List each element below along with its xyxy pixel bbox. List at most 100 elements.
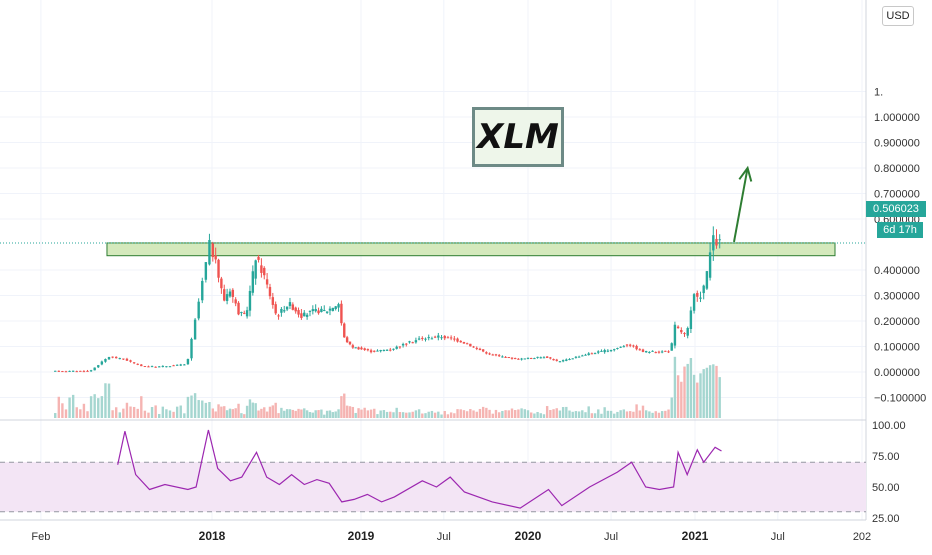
candle-body xyxy=(64,371,68,373)
rsi-tick-label: 25.00 xyxy=(872,513,900,525)
candle-body xyxy=(71,370,75,372)
candle-body xyxy=(702,285,705,294)
volume-bar xyxy=(475,411,478,418)
volume-bar xyxy=(54,413,57,418)
candle-body xyxy=(348,341,352,345)
time-tick-label: 202 xyxy=(853,531,871,543)
volume-bar xyxy=(111,410,114,418)
volume-bar xyxy=(311,412,315,418)
volume-bar xyxy=(712,364,715,418)
candle-body xyxy=(237,302,240,315)
resistance-zone xyxy=(106,242,836,257)
volume-bar xyxy=(686,363,689,418)
volume-bar xyxy=(465,411,469,418)
candle-body xyxy=(79,370,82,372)
candle-body xyxy=(539,357,542,359)
volume-bar xyxy=(443,411,446,418)
volume-bar xyxy=(555,408,558,418)
candle-body xyxy=(193,319,197,340)
candle-body xyxy=(168,366,172,368)
volume-bar xyxy=(150,407,154,418)
candle-body xyxy=(708,252,712,278)
candle-body xyxy=(291,304,295,310)
candle-body xyxy=(417,338,421,340)
volume-bar xyxy=(462,410,466,418)
candle-body xyxy=(260,265,263,273)
volume-bar xyxy=(280,407,283,418)
volume-bar xyxy=(542,414,546,418)
candle-body xyxy=(211,243,215,258)
volume-bar xyxy=(664,410,667,418)
candle-body xyxy=(263,267,266,276)
volume-bar xyxy=(529,412,533,418)
candle-body xyxy=(571,358,574,360)
candle-body xyxy=(197,301,200,319)
candle-body xyxy=(82,371,86,373)
candle-body xyxy=(389,349,392,351)
candle-body xyxy=(297,310,300,315)
volume-bar xyxy=(613,413,616,418)
volume-bar xyxy=(440,414,443,418)
candle-body xyxy=(414,340,418,343)
volume-bar xyxy=(504,410,507,418)
volume-bar xyxy=(231,409,235,418)
volume-bar xyxy=(507,410,510,418)
candle-body xyxy=(366,349,370,351)
candle-body xyxy=(408,341,411,343)
candle-body xyxy=(240,312,243,314)
volume-bar xyxy=(360,409,363,418)
candle-body xyxy=(337,304,340,308)
volume-bar xyxy=(197,400,200,418)
bar-countdown-tag: 6d 17h xyxy=(877,222,923,238)
volume-bar xyxy=(449,412,453,418)
candle-body xyxy=(325,311,329,313)
candle-body xyxy=(692,294,696,311)
volume-bar xyxy=(382,410,386,418)
candle-body xyxy=(165,366,168,368)
candle-body xyxy=(320,308,323,313)
volume-bar xyxy=(190,395,193,418)
volume-bar xyxy=(79,409,82,418)
time-tick-label: 2021 xyxy=(682,529,709,543)
candle-body xyxy=(654,352,657,354)
price-tick-label: 1. xyxy=(874,87,883,99)
volume-bar xyxy=(82,403,86,418)
candle-body xyxy=(257,256,260,260)
candle-body xyxy=(231,289,235,297)
volume-bar xyxy=(430,410,434,418)
candle-body xyxy=(657,351,661,353)
candle-body xyxy=(660,351,664,353)
candle-body xyxy=(140,364,143,367)
candle-body xyxy=(129,360,132,362)
last-price-tag: 0.506023 xyxy=(866,201,926,217)
volume-bar xyxy=(654,411,657,418)
volume-bar xyxy=(558,410,562,418)
candle-body xyxy=(154,366,157,368)
candle-body xyxy=(294,307,297,312)
candle-body xyxy=(542,357,546,359)
currency-badge[interactable]: USD xyxy=(882,6,914,26)
price-tick-label: −0.100000 xyxy=(874,393,926,405)
candle-body xyxy=(183,364,186,366)
time-tick-label: Feb xyxy=(31,531,50,543)
volume-bar xyxy=(283,410,286,418)
candle-body xyxy=(632,345,635,347)
candle-body xyxy=(481,349,485,352)
volume-bar xyxy=(385,411,389,418)
candle-body xyxy=(114,356,118,359)
candle-body xyxy=(616,348,619,350)
candle-body xyxy=(411,342,414,344)
price-tick-label: 0.100000 xyxy=(874,342,920,354)
volume-bar xyxy=(705,367,709,418)
volume-bar xyxy=(472,410,475,418)
volume-bar xyxy=(168,410,172,418)
candle-body xyxy=(520,358,523,360)
volume-bar xyxy=(702,369,705,418)
volume-bar xyxy=(379,410,382,418)
volume-bar xyxy=(57,396,61,418)
volume-bar xyxy=(683,366,686,418)
candle-body xyxy=(268,286,272,297)
volume-bar xyxy=(140,396,143,418)
